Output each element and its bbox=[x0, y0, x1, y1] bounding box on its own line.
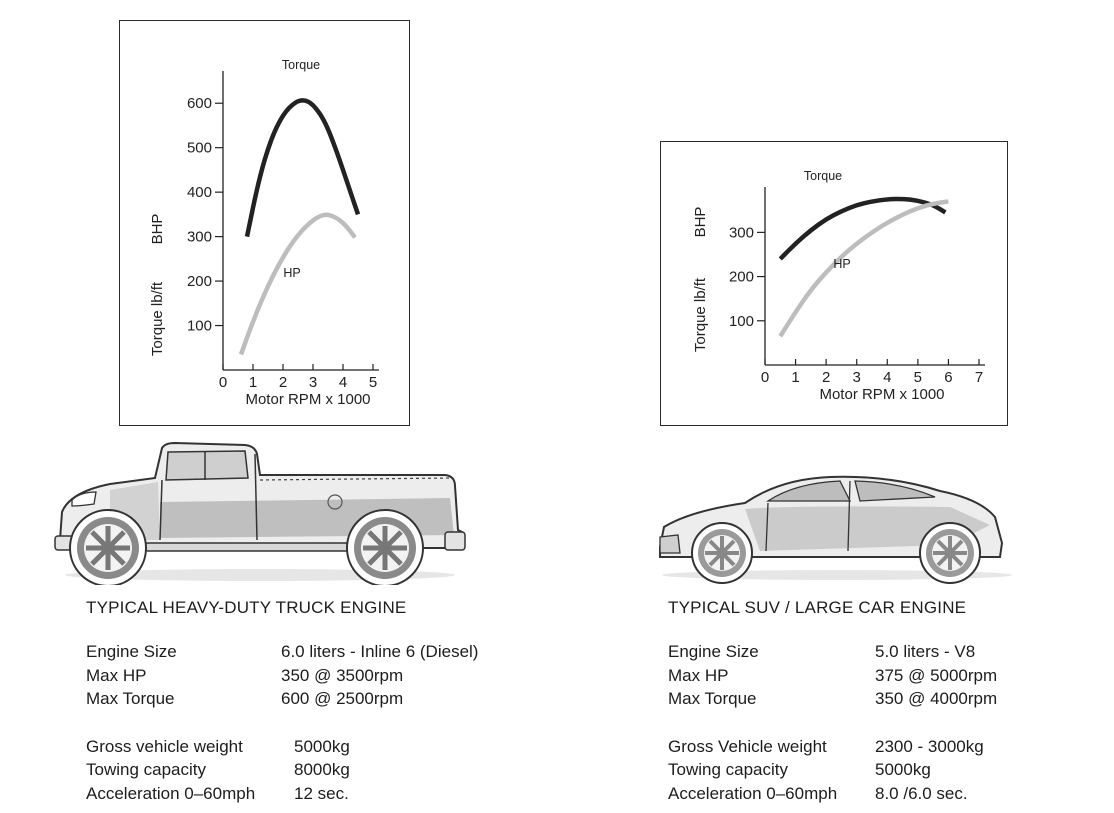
x-tick-label: 2 bbox=[822, 369, 830, 386]
series-torque-line bbox=[244, 98, 361, 238]
y-tick-label: 500 bbox=[187, 140, 212, 157]
truck-spec-row: Max Torque 600 @ 2500rpm bbox=[86, 687, 478, 711]
suv-spec-row: Towing capacity 5000kg bbox=[668, 758, 997, 782]
truck-spec-label: Max HP bbox=[86, 665, 147, 685]
series-hp-label: HP bbox=[283, 266, 300, 280]
series-hp-label: HP bbox=[833, 257, 850, 271]
large-car-illustration bbox=[659, 475, 1012, 584]
suv-spec-value: 2300 - 3000kg bbox=[875, 736, 984, 756]
x-tick-label: 4 bbox=[339, 374, 347, 391]
y-tick-label: 600 bbox=[187, 95, 212, 112]
x-tick-label: 5 bbox=[369, 374, 377, 391]
y-tick-label: 200 bbox=[729, 269, 754, 286]
y-axis-label-bhp: BHP bbox=[692, 207, 709, 238]
truck-spec-row: Gross vehicle weight 5000kg bbox=[86, 735, 478, 759]
truck-spec-row: Max HP 350 @ 3500rpm bbox=[86, 664, 478, 688]
suv-spec-value: 350 @ 4000rpm bbox=[875, 689, 998, 708]
truck-spec-value: 5000kg bbox=[294, 736, 350, 756]
y-tick-label: 300 bbox=[187, 229, 212, 246]
x-tick-label: 7 bbox=[975, 369, 983, 386]
y-axis-label-torque: Torque lb/ft bbox=[692, 277, 709, 352]
truck-spec-value: 8000kg bbox=[294, 760, 350, 779]
y-tick-label: 100 bbox=[187, 318, 212, 335]
x-axis-label: Motor RPM x 1000 bbox=[245, 391, 370, 408]
truck-spec-row: Acceleration 0–60mph 12 sec. bbox=[86, 782, 478, 806]
truck-front-wheel bbox=[69, 509, 147, 585]
truck-spec-row: Towing capacity 8000kg bbox=[86, 758, 478, 782]
suv-spec-row: Gross Vehicle weight 2300 - 3000kg bbox=[668, 735, 997, 759]
x-tick-label: 4 bbox=[883, 369, 891, 386]
suv-spec-value: 375 @ 5000rpm bbox=[875, 665, 998, 685]
x-tick-label: 1 bbox=[791, 369, 799, 386]
car-front-wheel bbox=[691, 522, 753, 584]
car-rear-wheel bbox=[919, 522, 981, 584]
truck-spec-label: Towing capacity bbox=[86, 760, 207, 779]
y-tick-label: 300 bbox=[729, 224, 754, 241]
suv-spec-row: Max HP 375 @ 5000rpm bbox=[668, 664, 997, 688]
suv-spec-label: Gross Vehicle weight bbox=[668, 736, 827, 756]
suv-engine-chart: 0 1 2 3 4 5 6 7 100 200 300 Motor RPM x 1000 BHP Torq… bbox=[692, 169, 985, 403]
truck-spec-label: Gross vehicle weight bbox=[86, 736, 243, 756]
x-tick-label: 3 bbox=[853, 369, 861, 386]
series-hp-line bbox=[778, 199, 949, 338]
truck-chart-frame: 0 1 2 3 4 5 100 200 300 400 500 600 Motor RPM x 1000… bbox=[119, 20, 410, 426]
truck-spec-row: Engine Size 6.0 liters - Inline 6 (Diesel… bbox=[86, 640, 478, 664]
y-axis-label-torque: Torque lb/ft bbox=[149, 281, 166, 356]
y-axis-label-bhp: BHP bbox=[149, 214, 166, 245]
y-tick-label: 200 bbox=[187, 273, 212, 290]
pickup-truck-illustration bbox=[54, 441, 466, 585]
suv-spec-label: Towing capacity bbox=[668, 760, 789, 779]
suv-spec-label: Max HP bbox=[668, 665, 729, 685]
suv-spec-value: 5000kg bbox=[875, 760, 931, 779]
x-tick-label: 6 bbox=[944, 369, 952, 386]
suv-spec-row: Max Torque 350 @ 4000rpm bbox=[668, 687, 997, 711]
suv-spec-title: TYPICAL SUV / LARGE CAR ENGINE bbox=[668, 598, 967, 617]
suv-spec-value: 8.0 /6.0 sec. bbox=[875, 783, 968, 803]
suv-spec-row: Engine Size 5.0 liters - V8 bbox=[668, 640, 997, 664]
x-tick-label: 5 bbox=[914, 369, 922, 386]
truck-rear-wheel bbox=[346, 509, 424, 585]
x-axis-label: Motor RPM x 1000 bbox=[819, 386, 944, 403]
truck-spec-value: 12 sec. bbox=[294, 783, 349, 803]
y-tick-label: 400 bbox=[187, 184, 212, 201]
series-torque-line bbox=[778, 196, 947, 261]
truck-spec-value: 6.0 liters - Inline 6 (Diesel) bbox=[281, 642, 479, 661]
suv-spec-label: Max Torque bbox=[668, 689, 757, 708]
truck-spec-value: 600 @ 2500rpm bbox=[281, 689, 404, 708]
suv-chart-frame: 0 1 2 3 4 5 6 7 100 200 300 Motor RPM x 1000 BHP Torq… bbox=[660, 141, 1008, 426]
suv-spec-value: 5.0 liters - V8 bbox=[875, 642, 976, 661]
truck-spec-label: Acceleration 0–60mph bbox=[86, 783, 256, 803]
x-tick-label: 3 bbox=[309, 374, 317, 391]
x-tick-label: 1 bbox=[249, 374, 257, 391]
suv-spec-label: Engine Size bbox=[668, 642, 759, 661]
series-hp-line bbox=[238, 212, 357, 356]
suv-spec-row: Acceleration 0–60mph 8.0 /6.0 sec. bbox=[668, 782, 997, 806]
truck-spec-label: Max Torque bbox=[86, 689, 175, 708]
y-tick-label: 100 bbox=[729, 313, 754, 330]
x-tick-label: 2 bbox=[279, 374, 287, 391]
truck-engine-chart: 0 1 2 3 4 5 100 200 300 400 500 600 Motor RPM x 1000… bbox=[149, 58, 379, 408]
x-tick-label: 0 bbox=[219, 374, 227, 391]
x-tick-label: 0 bbox=[761, 369, 769, 386]
series-torque-label: Torque bbox=[282, 58, 320, 72]
series-torque-label: Torque bbox=[804, 169, 842, 183]
suv-spec-table: Engine Size 5.0 liters - V8 Max HP 375 @ 50… bbox=[668, 640, 997, 805]
truck-spec-title: TYPICAL HEAVY-DUTY TRUCK ENGINE bbox=[86, 598, 407, 617]
truck-spec-value: 350 @ 3500rpm bbox=[281, 665, 404, 685]
truck-spec-label: Engine Size bbox=[86, 642, 177, 661]
truck-spec-table: Engine Size 6.0 liters - Inline 6 (Diesel… bbox=[86, 640, 478, 805]
suv-spec-label: Acceleration 0–60mph bbox=[668, 783, 838, 803]
